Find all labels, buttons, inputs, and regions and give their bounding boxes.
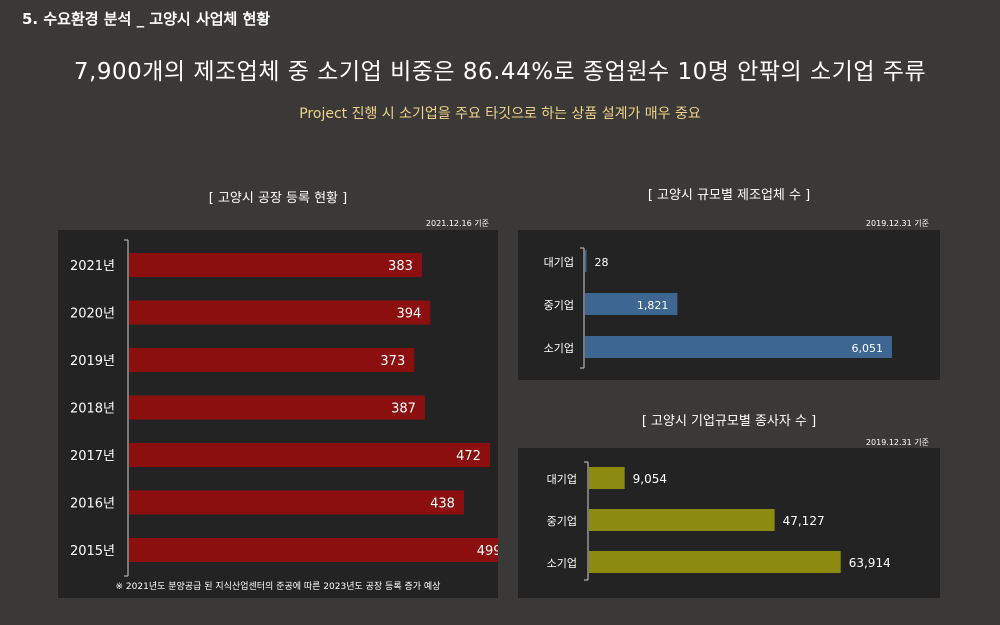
chart2-svg: 대기업 28 중기업 1,821 소기업 6,051	[544, 247, 892, 369]
chart1-value-label: 373	[380, 354, 405, 369]
chart1-footnote: ※ 2021년도 분양공급 된 지식산업센터의 준공에 따른 2023년도 공장…	[116, 580, 441, 592]
chart3-bar	[589, 467, 625, 489]
chart1-date-note: 2021.12.16 기준	[425, 219, 489, 228]
subline: Project 진행 시 소기업을 주요 타깃으로 하는 상품 설계가 매우 중…	[299, 106, 701, 122]
chart1-panel: 2021년 383 2020년 394 2019년 373 2018년 387 2017년 472…	[58, 230, 511, 598]
chart3-svg: 대기업 9,054 중기업 47,127 소기업 63,914	[547, 461, 891, 581]
chart1-category-label: 2018년	[70, 402, 115, 417]
chart1-bar	[129, 490, 464, 515]
section-title: 5. 수요환경 분석 _ 고양시 사업체 현황	[22, 10, 271, 28]
chart3-title: [ 고양시 기업규모별 종사자 수 ]	[641, 414, 817, 429]
chart1-bar	[129, 395, 425, 420]
chart2-bar	[585, 293, 678, 315]
chart2-value-label: 6,051	[851, 342, 883, 355]
chart1-category-label: 2016년	[70, 497, 115, 512]
chart3-bar	[589, 509, 775, 531]
chart2-title: [ 고양시 규모별 제조업체 수 ]	[647, 188, 811, 203]
chart1-category-label: 2021년	[70, 259, 115, 274]
chart1-value-label: 499	[477, 544, 498, 559]
chart3-value-label: 63,914	[849, 556, 891, 570]
chart3-category-label: 소기업	[547, 557, 577, 570]
chart2-value-label: 28	[595, 256, 609, 269]
chart1-category-label: 2020년	[70, 307, 115, 322]
chart1-category-label: 2015년	[70, 544, 115, 559]
headline: 7,900개의 제조업체 중 소기업 비중은 86.44%로 종업원수 10명 …	[73, 59, 927, 85]
chart2-bar	[585, 250, 587, 272]
chart1-bar	[129, 538, 511, 562]
chart1-category-label: 2019년	[70, 354, 115, 369]
chart1-category-label: 2017년	[70, 449, 115, 464]
chart2-category-label: 대기업	[544, 256, 574, 269]
chart1-bar	[129, 300, 431, 325]
chart2-bar	[585, 336, 892, 358]
chart2-date-note: 2019.12.31 기준	[865, 219, 929, 228]
chart3-category-label: 중기업	[547, 515, 577, 528]
chart3-bar	[589, 551, 841, 573]
chart2-value-label: 1,821	[637, 299, 669, 312]
chart1-value-label: 387	[391, 402, 416, 417]
chart1-title: [ 고양시 공장 등록 현황 ]	[208, 191, 348, 206]
chart1-value-label: 472	[456, 449, 481, 464]
chart1-value-label: 394	[396, 307, 421, 322]
chart3-category-label: 대기업	[547, 473, 577, 486]
chart2-panel: 대기업 28 중기업 1,821 소기업 6,051	[518, 230, 940, 380]
chart1-bar	[129, 253, 422, 277]
chart3-panel: 대기업 9,054 중기업 47,127 소기업 63,914	[518, 448, 940, 598]
chart1-svg: 2021년 383 2020년 394 2019년 373 2018년 387 2017년 472…	[70, 239, 511, 592]
chart1-bar	[129, 348, 415, 372]
chart3-value-label: 9,054	[633, 472, 667, 486]
chart2-category-label: 중기업	[544, 299, 574, 312]
chart3-date-note: 2019.12.31 기준	[865, 438, 929, 447]
chart1-bar	[129, 443, 490, 467]
chart1-value-label: 438	[430, 497, 455, 512]
chart2-category-label: 소기업	[544, 342, 574, 355]
chart3-value-label: 47,127	[783, 514, 825, 528]
chart1-value-label: 383	[388, 259, 413, 274]
